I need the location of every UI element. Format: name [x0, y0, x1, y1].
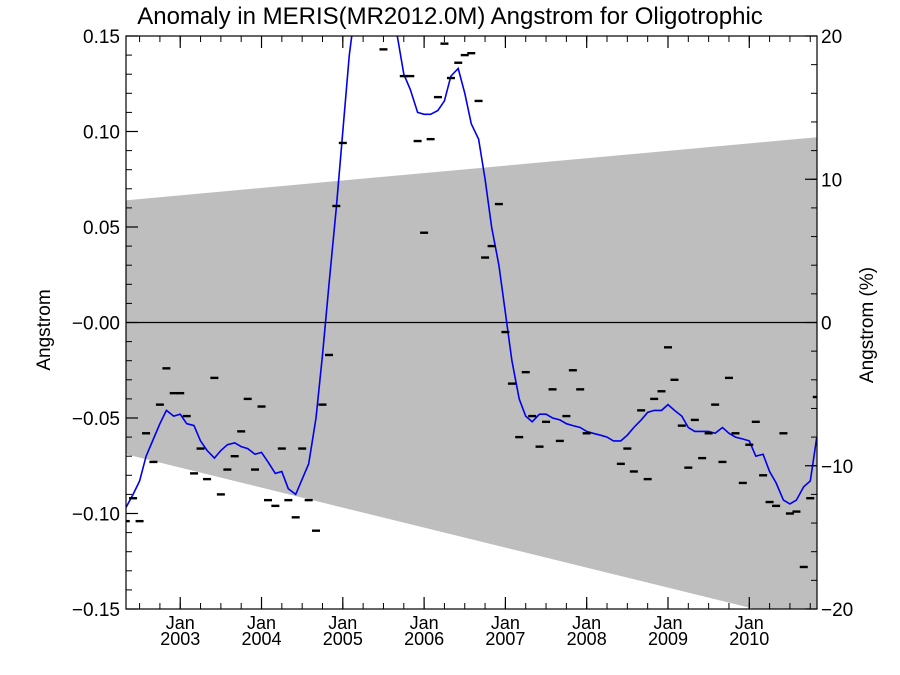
y-tick-label-left: 0.10	[83, 123, 120, 144]
x-tick-label-year: 2005	[323, 629, 363, 649]
x-tick-label-month: Jan	[166, 613, 195, 633]
smoothed-line-layer	[126, 36, 817, 509]
x-tick-label-year: 2004	[241, 629, 281, 649]
y-tick-label-left: −0.10	[72, 505, 120, 526]
x-tick-label-month: Jan	[653, 613, 682, 633]
x-tick-label-year: 2008	[567, 629, 607, 649]
uncertainty-band	[126, 137, 817, 609]
x-tick-label-month: Jan	[247, 613, 276, 633]
x-tick-label-month: Jan	[491, 613, 520, 633]
monthly-marker-layer	[126, 42, 817, 569]
y-tick-label-right: 0	[821, 314, 832, 335]
y-tick-label-left: −0.00	[72, 314, 120, 335]
x-tick-label-year: 2009	[648, 629, 688, 649]
x-tick-label-year: 2007	[485, 629, 525, 649]
y-tick-label-left: 0.15	[83, 27, 120, 48]
axes-layer: −0.15 −0.10 −0.05 −0.00 0.05 0.10 0.15 −20 −10 0 1…	[72, 27, 853, 649]
y-tick-label-right: 10	[821, 170, 842, 191]
y-tick-label-right: −20	[821, 600, 853, 621]
x-tick-label-month: Jan	[572, 613, 601, 633]
y-tick-label-right: −10	[821, 457, 853, 478]
x-tick-label-month: Jan	[328, 613, 357, 633]
x-tick-label-month: Jan	[735, 613, 764, 633]
y-tick-label-left: 0.05	[83, 218, 120, 239]
x-tick-label-year: 2003	[160, 629, 200, 649]
smoothed-anomaly-line	[126, 36, 817, 509]
x-tick-label-month: Jan	[410, 613, 439, 633]
y-tick-label-right: 20	[821, 27, 842, 48]
y-tick-label-left: −0.05	[72, 409, 120, 430]
uncertainty-band-layer	[126, 137, 817, 609]
x-tick-label-year: 2006	[404, 629, 444, 649]
x-tick-label-year: 2010	[729, 629, 769, 649]
chart-title: Anomaly in MERIS(MR2012.0M) Angstrom for…	[137, 3, 763, 30]
y-tick-label-left: −0.15	[72, 600, 120, 621]
